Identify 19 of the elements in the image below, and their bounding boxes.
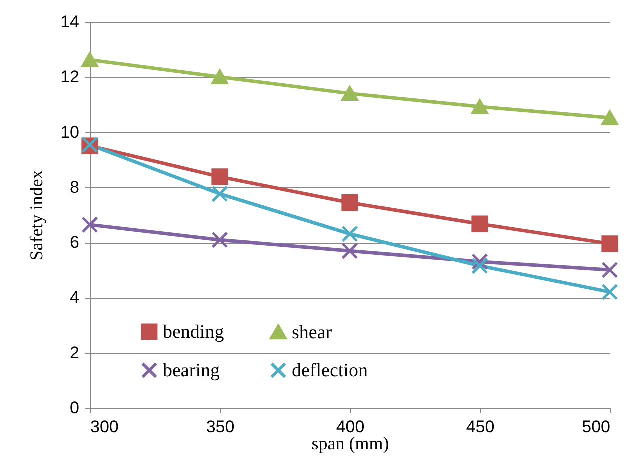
legend-label: deflection [292,360,368,382]
legend-label: bending [163,322,225,343]
y-tick-label: 8 [70,178,80,197]
y-tick-label: 10 [60,122,80,142]
y-tick-label: 6 [70,233,80,252]
y-tick-label: 0 [70,398,80,418]
x-tick-label: 300 [90,418,119,436]
x-axis-title: span (mm) [312,434,390,454]
legend-label: shear [292,322,333,344]
x-tick-label: 400 [336,418,365,436]
x-tick-label: 350 [206,418,235,436]
y-axis-title: Safety index [26,170,47,261]
x-tick-label: 500 [582,418,610,436]
x-tick-label: 450 [466,418,495,436]
y-tick-label: 14 [60,12,80,32]
legend-label: bearing [163,360,220,382]
y-tick-label: 4 [70,288,80,308]
y-tick-label: 12 [60,68,80,87]
y-tick-label: 2 [70,343,80,362]
